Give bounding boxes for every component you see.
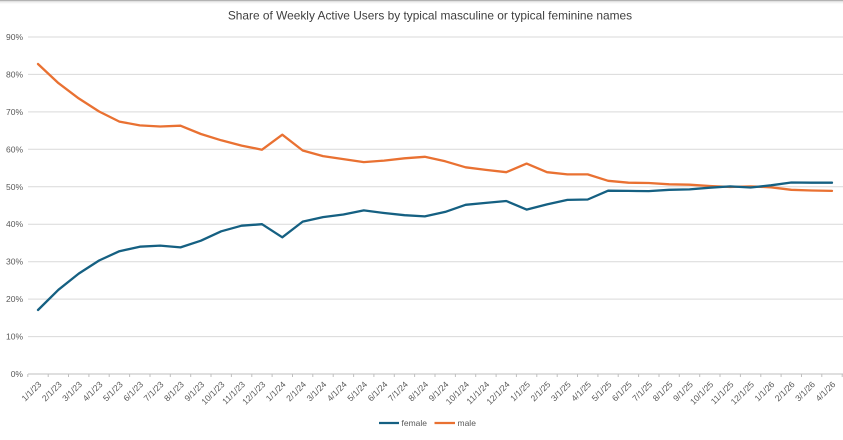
svg-text:4/1/24: 4/1/24 bbox=[325, 379, 349, 403]
svg-text:7/1/24: 7/1/24 bbox=[386, 379, 410, 403]
svg-text:4/1/25: 4/1/25 bbox=[569, 379, 593, 403]
svg-text:1/1/24: 1/1/24 bbox=[264, 379, 288, 403]
svg-text:female: female bbox=[402, 418, 428, 428]
svg-text:6/1/25: 6/1/25 bbox=[610, 379, 634, 403]
svg-text:8/1/23: 8/1/23 bbox=[162, 379, 186, 403]
svg-text:6/1/23: 6/1/23 bbox=[121, 379, 145, 403]
svg-text:40%: 40% bbox=[6, 219, 23, 229]
svg-text:2/1/25: 2/1/25 bbox=[528, 379, 552, 403]
svg-text:7/1/25: 7/1/25 bbox=[630, 379, 654, 403]
svg-text:20%: 20% bbox=[6, 294, 23, 304]
svg-text:5/1/23: 5/1/23 bbox=[101, 379, 125, 403]
svg-text:Share of Weekly Active Users b: Share of Weekly Active Users by typical … bbox=[228, 9, 632, 23]
svg-text:60%: 60% bbox=[6, 144, 23, 154]
svg-text:0%: 0% bbox=[11, 369, 24, 379]
svg-text:10%: 10% bbox=[6, 332, 23, 342]
svg-text:2/1/26: 2/1/26 bbox=[773, 379, 797, 403]
svg-text:12/1/24: 12/1/24 bbox=[484, 379, 512, 407]
svg-text:8/1/24: 8/1/24 bbox=[406, 379, 430, 403]
svg-text:12/1/23: 12/1/23 bbox=[240, 379, 268, 407]
svg-text:30%: 30% bbox=[6, 257, 23, 267]
svg-text:3/1/24: 3/1/24 bbox=[304, 379, 328, 403]
svg-text:1/1/26: 1/1/26 bbox=[752, 379, 776, 403]
svg-text:8/1/25: 8/1/25 bbox=[651, 379, 675, 403]
svg-text:70%: 70% bbox=[6, 107, 23, 117]
svg-text:5/1/24: 5/1/24 bbox=[345, 379, 369, 403]
svg-text:5/1/25: 5/1/25 bbox=[590, 379, 614, 403]
svg-text:6/1/24: 6/1/24 bbox=[366, 379, 390, 403]
svg-text:4/1/23: 4/1/23 bbox=[81, 379, 105, 403]
svg-text:2/1/23: 2/1/23 bbox=[40, 379, 64, 403]
svg-text:4/1/26: 4/1/26 bbox=[813, 379, 837, 403]
svg-text:3/1/26: 3/1/26 bbox=[793, 379, 817, 403]
svg-text:12/1/25: 12/1/25 bbox=[729, 379, 757, 407]
svg-text:1/1/25: 1/1/25 bbox=[508, 379, 532, 403]
svg-text:2/1/24: 2/1/24 bbox=[284, 379, 308, 403]
svg-text:7/1/23: 7/1/23 bbox=[142, 379, 166, 403]
svg-text:90%: 90% bbox=[6, 32, 23, 42]
svg-text:1/1/23: 1/1/23 bbox=[19, 379, 43, 403]
svg-text:50%: 50% bbox=[6, 182, 23, 192]
svg-text:80%: 80% bbox=[6, 69, 23, 79]
svg-text:3/1/23: 3/1/23 bbox=[60, 379, 84, 403]
svg-text:male: male bbox=[458, 418, 477, 428]
svg-text:3/1/25: 3/1/25 bbox=[549, 379, 573, 403]
